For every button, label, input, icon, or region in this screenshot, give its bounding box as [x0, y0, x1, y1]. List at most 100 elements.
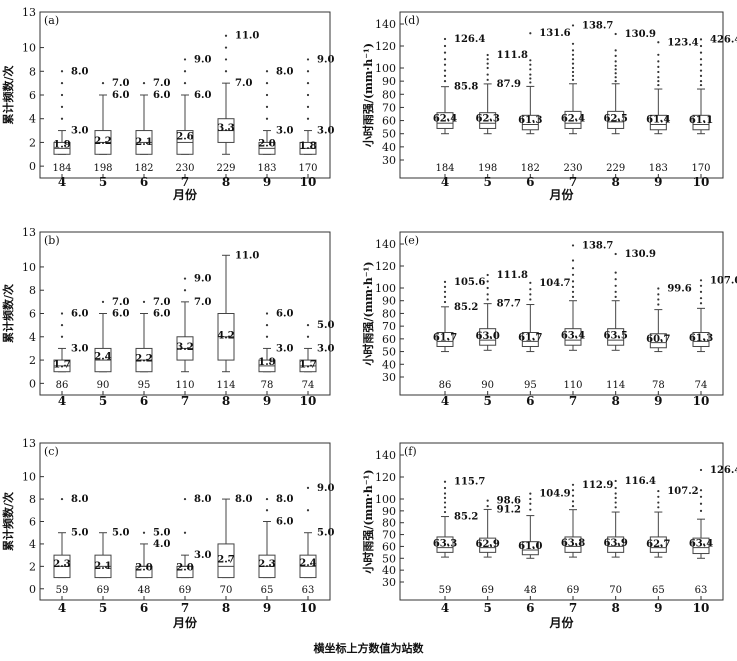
x-tick-label: 8 — [611, 175, 619, 189]
y-tick-label: 30 — [382, 371, 396, 384]
outlier-point — [443, 37, 447, 41]
mean-marker — [532, 119, 535, 122]
mean-label: 63.4 — [561, 331, 585, 342]
x-tick-label: 9 — [263, 394, 271, 408]
value-label: 138.7 — [582, 20, 613, 31]
x-tick-label: 6 — [140, 175, 148, 189]
station-count-label: 183 — [649, 163, 668, 174]
value-label: 123.4 — [667, 37, 698, 48]
outlier-point — [142, 531, 146, 534]
mean-label: 2.4 — [299, 558, 316, 569]
outlier-point — [699, 80, 703, 83]
outlier-point — [529, 502, 532, 505]
outlier-point — [571, 273, 575, 276]
outlier-point — [571, 70, 575, 74]
box-iqr — [479, 537, 497, 553]
outlier-point — [699, 302, 703, 305]
y-tick-label: 13 — [22, 6, 36, 19]
y-tick-label: 70 — [382, 529, 396, 542]
value-label: 126.4 — [454, 34, 485, 45]
outlier-point — [443, 506, 447, 509]
outlier-point — [60, 70, 64, 73]
mean-label: 2.0 — [135, 562, 152, 573]
y-tick-label: 60 — [382, 540, 396, 553]
outlier-point — [265, 105, 269, 108]
y-tick-label: 6 — [29, 89, 36, 102]
outlier-point — [443, 44, 447, 48]
outlier-point — [657, 53, 660, 56]
x-axis-label: 月份 — [172, 187, 198, 202]
y-tick-label: 13 — [22, 226, 36, 239]
mean-marker — [64, 364, 66, 367]
y-tick-label: 50 — [382, 346, 396, 359]
mean-marker — [703, 120, 705, 123]
panel-label: (c) — [44, 445, 59, 458]
outlier-point — [306, 58, 310, 61]
value-label: 7.0 — [235, 78, 252, 89]
outlier-point — [699, 509, 703, 512]
mean-marker — [575, 335, 577, 338]
outlier-point — [529, 63, 532, 66]
x-tick-label: 8 — [222, 394, 230, 408]
outlier-point — [443, 63, 447, 66]
outlier-point — [224, 70, 228, 73]
mean-label: 61.7 — [518, 333, 542, 344]
mean-label: 2.1 — [94, 561, 111, 572]
station-count-label: 78 — [261, 380, 274, 391]
outlier-point — [614, 32, 617, 36]
value-label: 5.0 — [153, 528, 170, 539]
panel-label: (b) — [44, 234, 60, 247]
mean-label: 63.3 — [433, 539, 457, 550]
x-tick-label: 7 — [181, 601, 189, 615]
value-label: 6.0 — [112, 90, 129, 101]
value-label: 3.0 — [317, 126, 334, 137]
value-label: 8.0 — [276, 66, 293, 77]
mean-label: 61.3 — [689, 333, 713, 344]
outlier-point — [443, 480, 447, 483]
outlier-point — [699, 51, 703, 54]
x-tick-label: 5 — [483, 394, 491, 408]
mean-label: 2.7 — [217, 555, 234, 566]
box-iqr — [479, 328, 497, 346]
x-tick-label: 5 — [483, 175, 491, 189]
y-tick-label: 4 — [29, 538, 36, 551]
x-tick-label: 4 — [58, 394, 66, 408]
panel-label: (a) — [44, 14, 59, 27]
value-label: 3.0 — [71, 126, 88, 137]
outlier-point — [657, 80, 660, 83]
x-axis-label: 月份 — [548, 615, 574, 630]
y-tick-label: 50 — [382, 552, 396, 565]
outlier-point — [614, 486, 617, 490]
y-tick-label: 4 — [29, 113, 36, 126]
x-tick-label: 8 — [222, 175, 230, 189]
x-tick-label: 4 — [441, 394, 449, 408]
outlier-point — [614, 506, 617, 509]
outlier-point — [60, 82, 64, 85]
station-count-label: 63 — [302, 585, 315, 596]
station-count-label: 229 — [606, 163, 625, 174]
mean-label: 4.2 — [217, 330, 234, 341]
x-axis-label: 月份 — [548, 187, 574, 202]
outlier-point — [443, 280, 447, 283]
outlier-point — [614, 64, 617, 67]
value-label: 112.9 — [582, 480, 613, 491]
outlier-point — [486, 499, 489, 502]
mean-label: 60.7 — [646, 334, 670, 345]
outlier-point — [614, 284, 617, 287]
outlier-point — [614, 492, 617, 495]
box-10: 2.4 9.0 5.0 — [299, 483, 334, 579]
box-5: 63.0 111.8 87.7 — [475, 270, 528, 351]
x-tick-label: 7 — [569, 175, 577, 189]
mean-label: 63.8 — [561, 538, 585, 549]
y-tick-label: 10 — [22, 261, 36, 274]
mean-label: 61.1 — [689, 115, 713, 126]
box-5: 2.1 5.0 — [94, 528, 129, 579]
outlier-point — [142, 82, 146, 85]
outlier-point — [699, 489, 703, 492]
station-count-label: 86 — [439, 380, 452, 391]
outlier-point — [224, 46, 228, 49]
station-count-label: 182 — [134, 163, 153, 174]
x-tick-label: 9 — [654, 601, 662, 615]
